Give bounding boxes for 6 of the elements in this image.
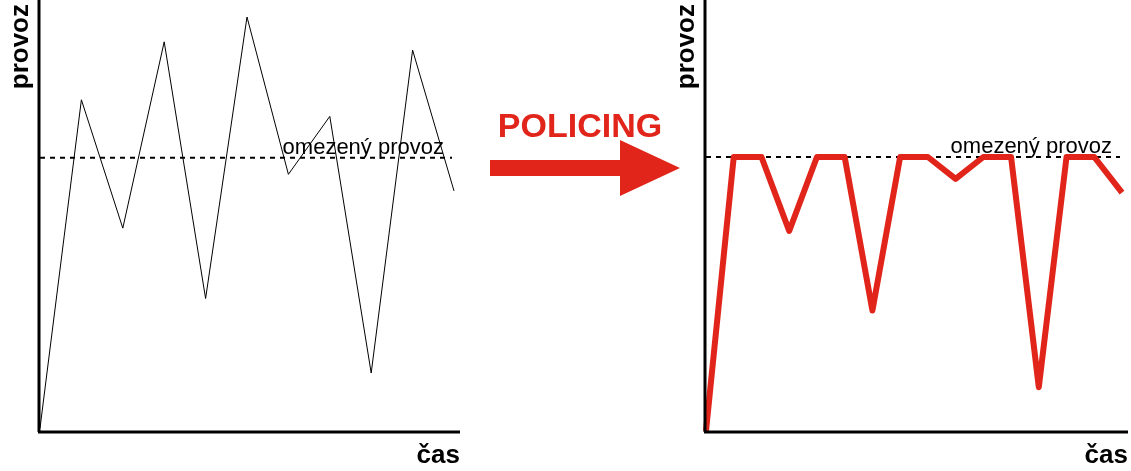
y-axis-title: provoz: [4, 4, 34, 90]
text: POLICING: [497, 106, 663, 144]
x-axis-title: čas: [416, 439, 460, 469]
x-axis-title: čas: [1084, 439, 1128, 469]
ref-line-label: omezený provoz: [950, 133, 1112, 158]
y-axis-title: provoz: [670, 4, 700, 90]
